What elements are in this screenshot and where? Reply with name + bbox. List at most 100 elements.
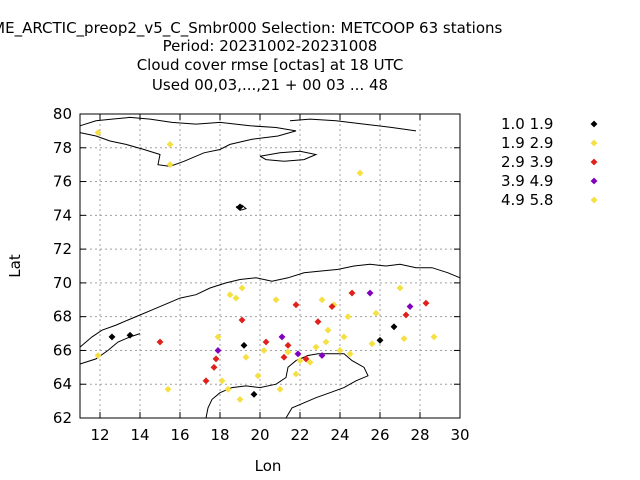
station-point <box>226 291 234 299</box>
station-point <box>344 313 352 321</box>
station-point <box>422 299 430 307</box>
station-point <box>214 347 222 354</box>
station-point <box>368 340 376 348</box>
station-point <box>390 323 398 331</box>
station-point <box>376 336 384 344</box>
x-tick-label: 28 <box>410 426 429 444</box>
station-point <box>218 377 226 385</box>
x-tick-label: 18 <box>210 426 229 444</box>
station-point <box>278 333 286 341</box>
coastline <box>259 150 318 162</box>
y-tick-label: 64 <box>53 375 72 393</box>
chart-title: AROME_ARCTIC_preop2_v5_C_Smbr000 Selecti… <box>0 19 503 94</box>
station-point <box>318 352 326 359</box>
y-tick-label: 72 <box>53 240 72 258</box>
legend-marker <box>590 177 598 185</box>
station-point <box>292 370 300 378</box>
y-tick-label: 62 <box>53 409 72 427</box>
station-point <box>238 284 246 292</box>
x-tick-label: 20 <box>250 426 269 444</box>
station-point <box>108 333 116 341</box>
coastline <box>289 118 417 132</box>
station-point <box>356 169 364 177</box>
station-point <box>224 385 232 393</box>
x-tick-label: 24 <box>330 426 349 444</box>
station-point <box>348 289 356 297</box>
y-axis-ticks: 62 64 66 68 70 72 74 76 78 80 <box>53 105 460 427</box>
station-point <box>306 358 314 366</box>
station-point <box>126 331 134 339</box>
station-point <box>400 335 408 343</box>
x-tick-label: 16 <box>170 426 189 444</box>
station-point <box>232 294 240 302</box>
station-point <box>406 303 414 310</box>
station-point <box>314 318 322 326</box>
title-line-3: Cloud cover rmse [octas] at 18 UTC <box>137 56 404 74</box>
data-points <box>94 129 438 403</box>
x-tick-label: 22 <box>290 426 309 444</box>
station-point <box>250 390 258 398</box>
station-point <box>284 341 292 349</box>
coastline <box>79 116 297 167</box>
station-point <box>402 311 410 319</box>
station-point <box>284 348 292 356</box>
y-tick-label: 76 <box>53 173 72 191</box>
legend-label: 4.9 5.8 <box>501 191 553 209</box>
station-point <box>242 353 250 361</box>
coastline <box>79 263 461 348</box>
station-point <box>254 372 262 380</box>
station-point <box>276 385 284 393</box>
station-point <box>272 296 280 304</box>
station-point <box>166 161 174 169</box>
station-point <box>322 338 330 346</box>
station-point <box>292 301 300 309</box>
station-point <box>302 355 310 363</box>
station-point <box>238 316 246 324</box>
station-point <box>294 350 302 358</box>
station-point <box>262 338 270 346</box>
legend-label: 1.0 1.9 <box>501 115 553 133</box>
station-point <box>94 352 102 359</box>
y-tick-label: 74 <box>53 206 72 224</box>
station-point <box>336 347 344 354</box>
legend-label: 2.9 3.9 <box>501 153 553 171</box>
grid-lines <box>80 114 460 418</box>
legend-marker <box>590 139 598 147</box>
station-point <box>156 338 164 346</box>
y-tick-label: 80 <box>53 105 72 123</box>
y-axis-label: Lat <box>6 254 24 278</box>
y-tick-label: 70 <box>53 274 72 292</box>
station-point <box>318 296 326 304</box>
station-point <box>396 284 404 292</box>
station-point <box>324 326 332 334</box>
station-point <box>280 353 288 361</box>
plot-frame <box>79 113 461 419</box>
x-tick-label: 12 <box>90 426 109 444</box>
x-tick-label: 14 <box>130 426 149 444</box>
x-axis-ticks: 12 14 16 18 20 22 24 26 28 30 <box>90 114 470 444</box>
station-point <box>430 333 438 341</box>
station-point <box>212 355 220 363</box>
station-point <box>240 341 248 349</box>
station-point <box>166 140 174 148</box>
station-point <box>328 303 336 310</box>
title-line-4: Used 00,03,...,21 + 00 03 ... 48 <box>152 76 388 94</box>
coastline <box>205 353 369 419</box>
legend: 1.0 1.91.9 2.92.9 3.93.9 4.94.9 5.8 <box>501 115 598 209</box>
station-point <box>214 333 222 341</box>
legend-marker <box>590 158 598 166</box>
station-point <box>346 350 354 358</box>
coastline-map <box>79 116 461 419</box>
x-tick-label: 30 <box>450 426 469 444</box>
station-point <box>236 395 244 403</box>
y-tick-label: 78 <box>53 139 72 157</box>
station-point <box>236 203 244 211</box>
title-line-1: AROME_ARCTIC_preop2_v5_C_Smbr000 Selecti… <box>0 19 503 38</box>
station-point <box>202 377 210 385</box>
title-line-2: Period: 20231002-20231008 <box>163 37 378 55</box>
station-point <box>94 129 102 137</box>
station-point <box>164 385 172 393</box>
legend-marker <box>590 196 598 204</box>
legend-marker <box>590 120 598 128</box>
